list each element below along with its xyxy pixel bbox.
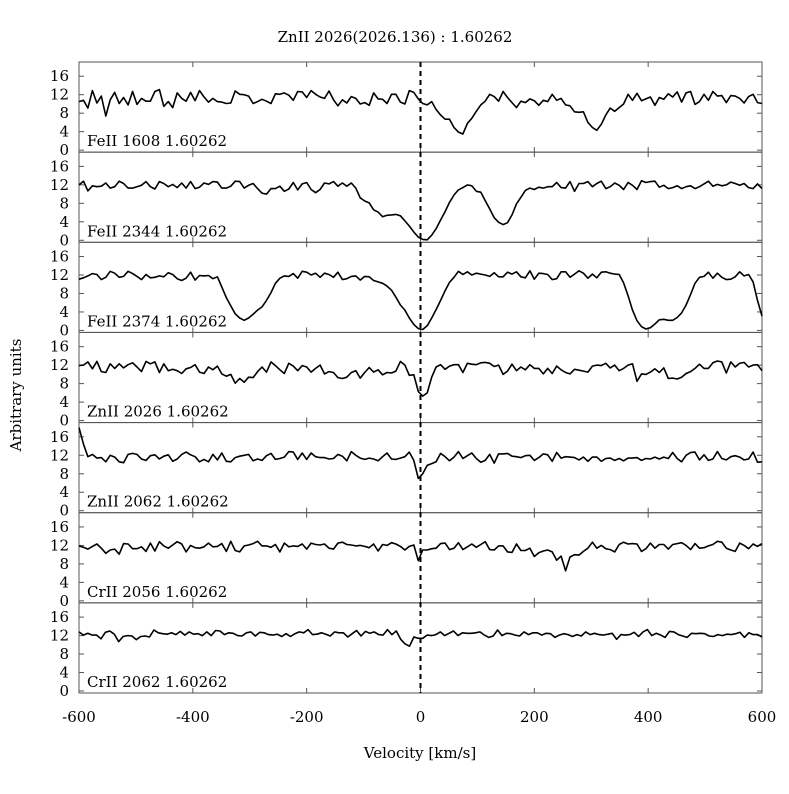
panel-label: FeII 1608 1.60262 [87,132,227,150]
y-tick-label: 4 [59,664,69,682]
y-tick-label: 0 [59,321,69,339]
y-tick-label: 12 [50,536,69,554]
x-tick-label: -600 [62,708,96,726]
x-tick-label: 0 [416,708,426,726]
panel-label: ZnII 2026 1.60262 [87,403,229,421]
y-tick-label: 0 [59,141,69,159]
panel-label: FeII 2344 1.60262 [87,222,227,240]
panel-label: ZnII 2062 1.60262 [87,493,229,511]
y-tick-label: 8 [59,555,69,573]
x-tick-label: 600 [748,708,777,726]
spectrum-line [78,179,763,241]
y-tick-label: 12 [50,266,69,284]
x-tick-label: 200 [520,708,549,726]
panel-label: CrII 2056 1.60262 [87,583,227,601]
y-tick-label: 0 [59,412,69,430]
x-axis: -600 -400 -200 0 200 400 600 [62,708,776,726]
y-tick-label: 16 [50,248,69,266]
y-tick-label: 4 [59,573,69,591]
y-tick-label: 12 [50,86,69,104]
x-axis-title: Velocity [km/s] [363,744,476,762]
y-tick-label: 0 [59,231,69,249]
y-tick-label: 4 [59,303,69,321]
y-tick-label: 0 [59,502,69,520]
panel-label: FeII 2374 1.60262 [87,312,227,330]
spectrum-line [78,360,763,397]
spectrum-line [78,269,763,331]
y-tick-label: 8 [59,194,69,212]
x-tick-label: -400 [176,708,210,726]
chart-title: ZnII 2026(2026.136) : 1.60262 [278,28,513,46]
y-tick-label: 4 [59,213,69,231]
y-axis-title: Arbitrary units [7,339,25,453]
y-tick-label: 8 [59,645,69,663]
y-tick-label: 8 [59,465,69,483]
y-tick-label: 0 [59,592,69,610]
y-tick-label: 16 [50,338,69,356]
x-tick-label: -200 [290,708,324,726]
y-tick-label: 8 [59,104,69,122]
y-tick-label: 12 [50,176,69,194]
x-tick-label: 400 [634,708,663,726]
y-tick-label: 0 [59,682,69,700]
y-tick-label: 12 [50,356,69,374]
y-tick-label: 8 [59,375,69,393]
y-tick-label: 12 [50,627,69,645]
spectrum-line [78,540,763,572]
y-tick-label: 16 [50,67,69,85]
y-tick-label: 16 [50,428,69,446]
y-tick-label: 16 [50,608,69,626]
y-tick-label: 16 [50,157,69,175]
y-tick-label: 8 [59,284,69,302]
y-tick-label: 4 [59,123,69,141]
y-tick-label: 4 [59,393,69,411]
y-tick-label: 16 [50,518,69,536]
y-tick-label: 4 [59,483,69,501]
y-tick-label: 12 [50,446,69,464]
panel-label: CrII 2062 1.60262 [87,673,227,691]
